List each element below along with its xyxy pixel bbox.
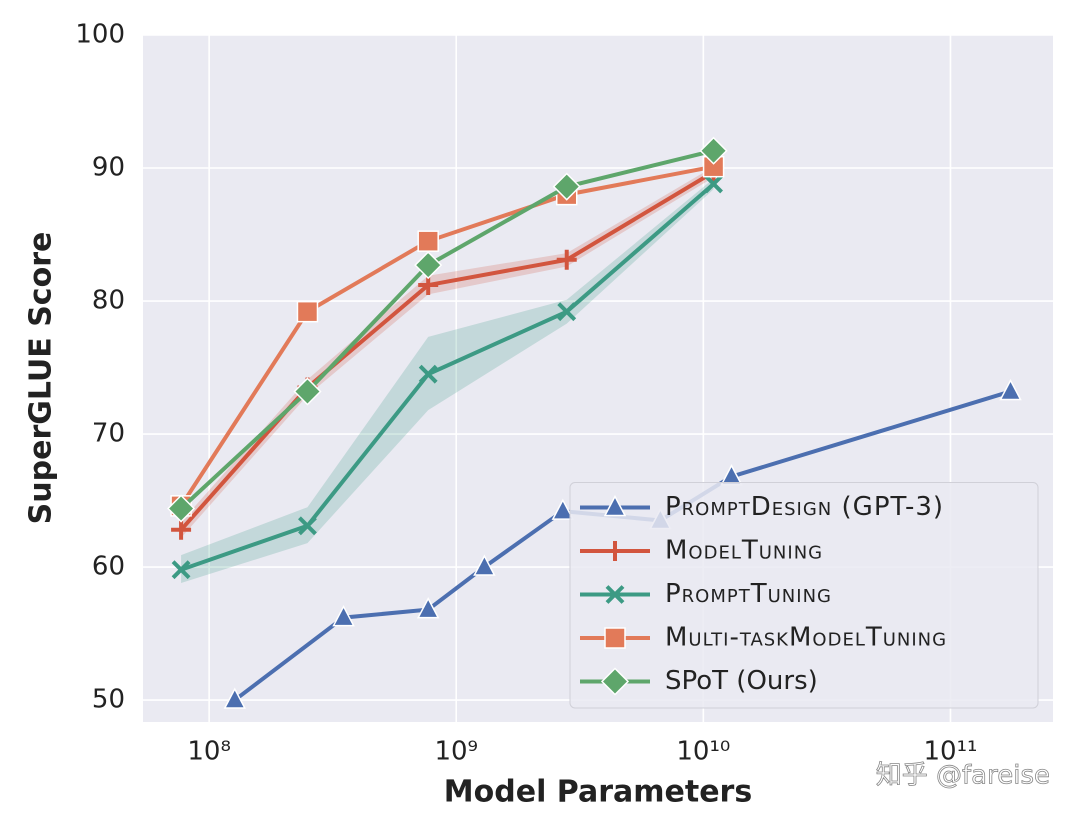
marker bbox=[556, 249, 577, 270]
x-tick-label: 10¹¹ bbox=[923, 737, 977, 767]
x-tick-label: 10⁸ bbox=[187, 737, 231, 767]
y-axis-label: SuperGLUE Score bbox=[24, 232, 59, 525]
x-tick-label: 10¹⁰ bbox=[676, 737, 730, 767]
y-tick-label: 100 bbox=[75, 20, 125, 50]
marker bbox=[600, 667, 630, 696]
legend-label: ModelTuning bbox=[665, 536, 823, 566]
y-tick-label: 70 bbox=[92, 419, 125, 449]
legend-box bbox=[569, 482, 1039, 709]
marker bbox=[296, 300, 319, 323]
legend-label: PromptTuning bbox=[665, 579, 832, 609]
marker bbox=[298, 516, 317, 536]
marker bbox=[699, 136, 728, 165]
marker bbox=[552, 172, 581, 201]
marker bbox=[223, 687, 247, 709]
marker bbox=[293, 377, 322, 406]
marker bbox=[604, 627, 626, 649]
series bbox=[167, 136, 728, 523]
y-tick-label: 60 bbox=[92, 552, 125, 582]
x-axis-label: Model Parameters bbox=[444, 775, 752, 810]
marker bbox=[603, 494, 627, 517]
legend-label: Multi-taskModelTuning bbox=[665, 623, 947, 653]
confidence-band bbox=[181, 178, 714, 584]
watermark: 知乎 @fareise bbox=[876, 761, 1050, 791]
marker bbox=[171, 519, 192, 540]
marker bbox=[605, 541, 625, 561]
marker bbox=[171, 560, 191, 580]
marker bbox=[999, 378, 1022, 401]
marker bbox=[167, 494, 196, 523]
y-tick-label: 90 bbox=[92, 153, 125, 183]
marker bbox=[414, 251, 443, 280]
legend-label: PromptDesign (GPT-3) bbox=[665, 492, 944, 522]
marker bbox=[416, 596, 440, 619]
marker bbox=[332, 604, 355, 627]
x-tick-label: 10⁹ bbox=[434, 737, 478, 767]
y-tick-label: 80 bbox=[92, 286, 125, 316]
series bbox=[171, 174, 723, 580]
marker bbox=[557, 302, 577, 322]
marker bbox=[605, 585, 625, 604]
y-tick-label: 50 bbox=[92, 685, 125, 715]
marker bbox=[704, 174, 723, 194]
legend-label: SPoT (Ours) bbox=[665, 666, 818, 696]
marker bbox=[418, 364, 438, 384]
marker bbox=[551, 498, 575, 520]
marker bbox=[473, 554, 496, 576]
marker bbox=[417, 230, 439, 252]
